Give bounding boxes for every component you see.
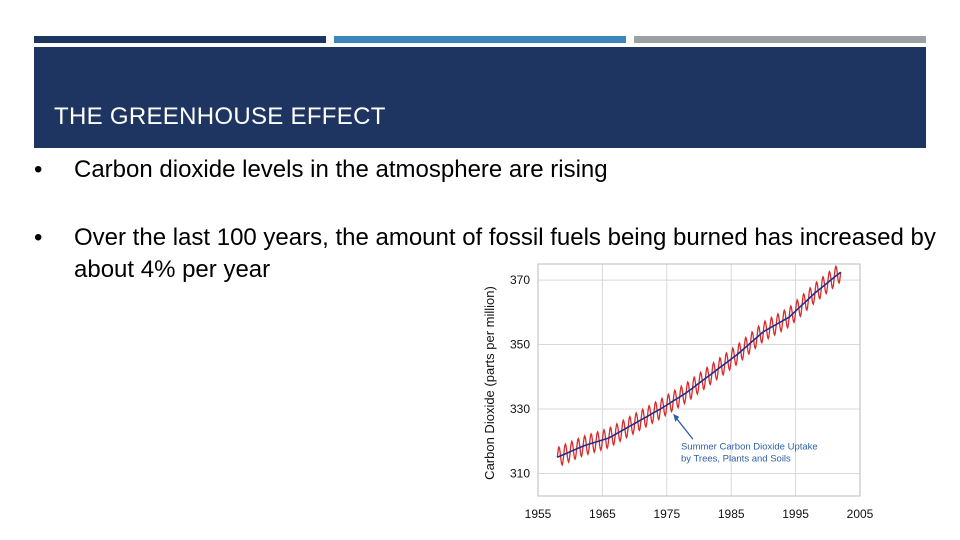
accent-stripe-gray xyxy=(634,36,926,43)
bullet-item: • Over the last 100 years, the amount of… xyxy=(34,222,936,292)
annotation-arrow-head xyxy=(673,413,680,422)
bullet-marker: • xyxy=(34,224,43,251)
x-tick-label: 1955 xyxy=(525,507,552,521)
x-tick-label: 1965 xyxy=(589,507,616,521)
y-tick-label: 310 xyxy=(510,466,530,480)
annotation-text: Summer Carbon Dioxide Uptake xyxy=(681,441,818,452)
x-tick-label: 1995 xyxy=(782,507,809,521)
y-tick-label: 370 xyxy=(510,273,530,287)
bullet-text: Over the last 100 years, the amount of f… xyxy=(74,224,936,283)
bullet-item: • Carbon dioxide levels in the atmospher… xyxy=(34,154,934,188)
y-tick-label: 350 xyxy=(510,338,530,352)
annotation-text: by Trees, Plants and Soils xyxy=(681,453,791,464)
co2-chart-svg: 1955 1965 1975 1985 1995 2005 310 330 350 370 Car… xyxy=(478,256,880,526)
tick-labels: 1955 1965 1975 1985 1995 2005 310 330 350 370 xyxy=(510,273,874,521)
bullet-marker: • xyxy=(34,156,43,183)
accent-stripe-blue xyxy=(334,36,626,43)
grid xyxy=(537,263,861,497)
plot-area xyxy=(556,264,842,467)
accent-stripe-navy xyxy=(34,36,326,43)
title-banner: THE GREENHOUSE EFFECT xyxy=(34,47,926,148)
annotation-arrow-line xyxy=(674,416,694,440)
y-tick-label: 330 xyxy=(510,402,530,416)
x-tick-label: 2005 xyxy=(847,507,874,521)
x-tick-label: 1975 xyxy=(653,507,680,521)
bullet-text: Carbon dioxide levels in the atmosphere … xyxy=(74,156,608,183)
plot-frame xyxy=(537,263,861,497)
slide-title: THE GREENHOUSE EFFECT xyxy=(54,103,386,130)
x-tick-label: 1985 xyxy=(718,507,745,521)
co2-chart: 1955 1965 1975 1985 1995 2005 310 330 350 370 Car… xyxy=(478,256,880,526)
y-axis-label: Carbon Dioxide (parts per million) xyxy=(482,286,497,480)
series-line-trend xyxy=(556,271,842,459)
